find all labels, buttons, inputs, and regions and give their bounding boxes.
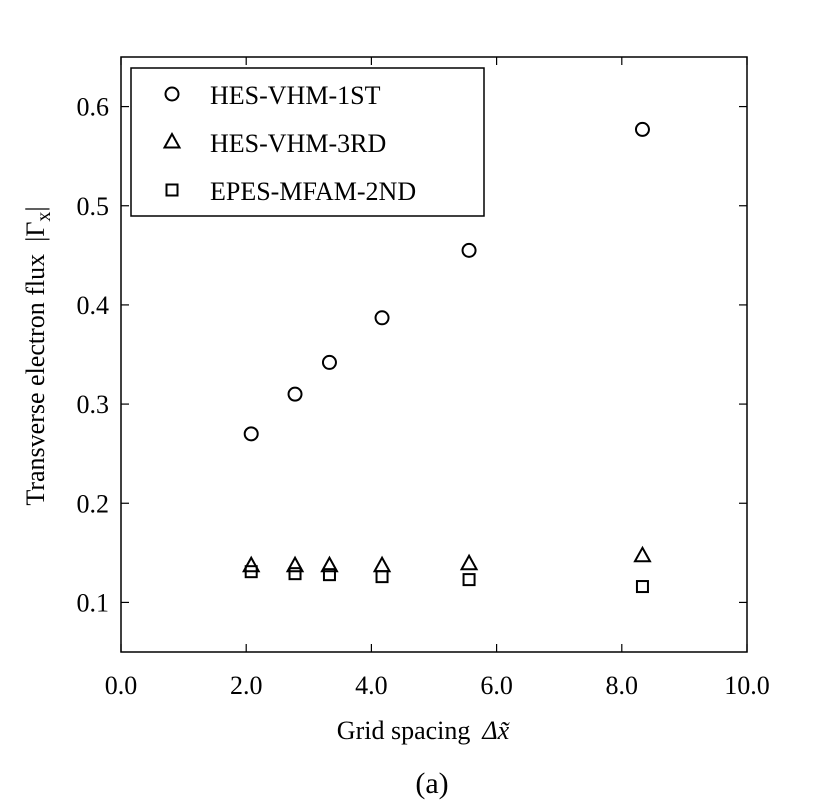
- y-axis-label: Transverse electron flux |Γx|: [21, 206, 55, 505]
- data-point-triangle: [633, 545, 652, 563]
- data-point-circle: [461, 242, 477, 258]
- x-tick-label: 8.0: [606, 671, 639, 700]
- legend-marker-triangle: [162, 131, 182, 149]
- data-point-triangle: [320, 555, 339, 573]
- x-axis-symbol: Δx̃: [481, 716, 510, 745]
- data-point-square: [244, 565, 258, 579]
- x-axis-ticks: 0.0 2.0 4.0 6.0 8.0 10.0: [105, 57, 770, 700]
- legend-label-series-1: HES-VHM-1ST: [210, 81, 381, 110]
- data-point-triangle: [285, 555, 305, 573]
- legend-marker-circle: [164, 86, 180, 102]
- data-point-square: [288, 567, 302, 581]
- y-tick-label: 0.5: [77, 192, 110, 221]
- data-point-circle: [321, 354, 337, 370]
- series-3: [244, 565, 649, 594]
- legend-marker-square: [165, 183, 179, 197]
- figure-caption: (a): [415, 767, 448, 800]
- series-2: [242, 545, 652, 573]
- x-axis-label: Grid spacing Δx̃: [337, 716, 511, 745]
- y-tick-label: 0.4: [77, 291, 110, 320]
- legend: HES-VHM-1ST HES-VHM-3RD EPES-MFAM-2ND: [130, 67, 485, 217]
- y-tick-label: 0.6: [77, 93, 110, 122]
- y-axis-subscript: x: [33, 212, 55, 222]
- data-point-circle: [243, 426, 259, 442]
- plot-frame: [120, 56, 748, 653]
- data-point-triangle: [459, 553, 479, 571]
- y-axis-ticks: 0.1 0.2 0.3 0.4 0.5 0.6: [77, 93, 747, 617]
- legend-box: [130, 67, 485, 217]
- y-axis-label-text: Transverse electron flux: [21, 254, 50, 506]
- series-1: [243, 121, 650, 442]
- data-point-triangle: [372, 555, 392, 573]
- data-point-circle: [287, 386, 303, 402]
- x-axis-label-text: Grid spacing: [337, 716, 471, 745]
- y-axis-symbol-close: |: [21, 206, 50, 211]
- x-tick-label: 4.0: [355, 671, 388, 700]
- y-axis-symbol: |Γ: [21, 222, 50, 242]
- data-point-square: [375, 570, 389, 584]
- data-point-triangle: [242, 555, 261, 573]
- data-point-square: [322, 568, 336, 582]
- y-tick-label: 0.1: [77, 588, 110, 617]
- x-tick-label: 6.0: [480, 671, 513, 700]
- y-tick-label: 0.3: [77, 390, 110, 419]
- data-point-circle: [634, 121, 650, 137]
- y-tick-label: 0.2: [77, 489, 110, 518]
- data-point-square: [462, 573, 476, 587]
- legend-markers: [162, 86, 182, 197]
- x-tick-label: 0.0: [105, 671, 138, 700]
- data-point-circle: [374, 310, 390, 326]
- x-tick-label: 2.0: [230, 671, 263, 700]
- legend-label-series-2: HES-VHM-3RD: [210, 129, 386, 158]
- data-series: [242, 121, 652, 594]
- x-tick-label: 10.0: [724, 671, 770, 700]
- legend-label-series-3: EPES-MFAM-2ND: [210, 177, 416, 206]
- data-point-square: [635, 580, 649, 594]
